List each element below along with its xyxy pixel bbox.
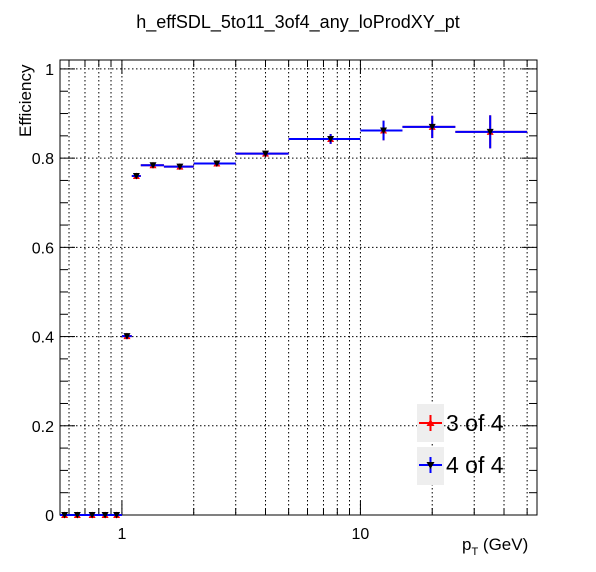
data-point	[73, 512, 81, 519]
legend: 3 of 4 4 of 4	[417, 404, 504, 485]
chart-title: h_effSDL_5to11_3of4_any_loProdXY_pt	[136, 12, 460, 33]
x-axis-label-subscript: T	[471, 546, 478, 558]
data-point	[113, 512, 121, 519]
data-point	[88, 512, 96, 519]
y-axis-label: Efficiency	[16, 64, 35, 137]
x-tick-label: 10	[352, 526, 370, 543]
data-point	[176, 163, 184, 171]
legend-label: 4 of 4	[446, 452, 504, 478]
data-point	[380, 127, 388, 134]
legend-marker	[426, 462, 435, 469]
y-tick-label: 0	[45, 508, 54, 525]
y-tick-label: 0.6	[32, 240, 54, 257]
data-point	[213, 160, 221, 167]
data-point	[486, 128, 494, 136]
x-axis-label: pT (GeV)	[462, 535, 528, 558]
data-point	[132, 172, 140, 180]
data-point	[61, 512, 69, 519]
y-tick-label: 0.2	[32, 419, 54, 436]
data-point	[327, 135, 335, 143]
data-layer	[60, 115, 528, 519]
y-tick-label: 0.8	[32, 151, 54, 168]
x-axis-label-p: p	[462, 535, 471, 554]
x-tick-label: 1	[117, 526, 126, 543]
series-4-of-4	[60, 115, 528, 519]
data-point	[101, 512, 109, 519]
data-point	[262, 150, 270, 158]
axis-layer: 1 10 0 0.2 0.4 0.6 0.8 1	[32, 60, 537, 543]
legend-marker	[426, 419, 435, 426]
plot-frame	[59, 59, 538, 516]
y-tick-label: 0.4	[32, 330, 54, 347]
legend-label: 3 of 4	[446, 410, 504, 436]
x-axis-label-unit: (GeV)	[478, 535, 528, 554]
grid-layer	[60, 60, 537, 515]
data-point	[149, 162, 157, 169]
data-point	[428, 123, 436, 131]
y-tick-label: 1	[45, 62, 54, 79]
data-point	[123, 333, 131, 340]
